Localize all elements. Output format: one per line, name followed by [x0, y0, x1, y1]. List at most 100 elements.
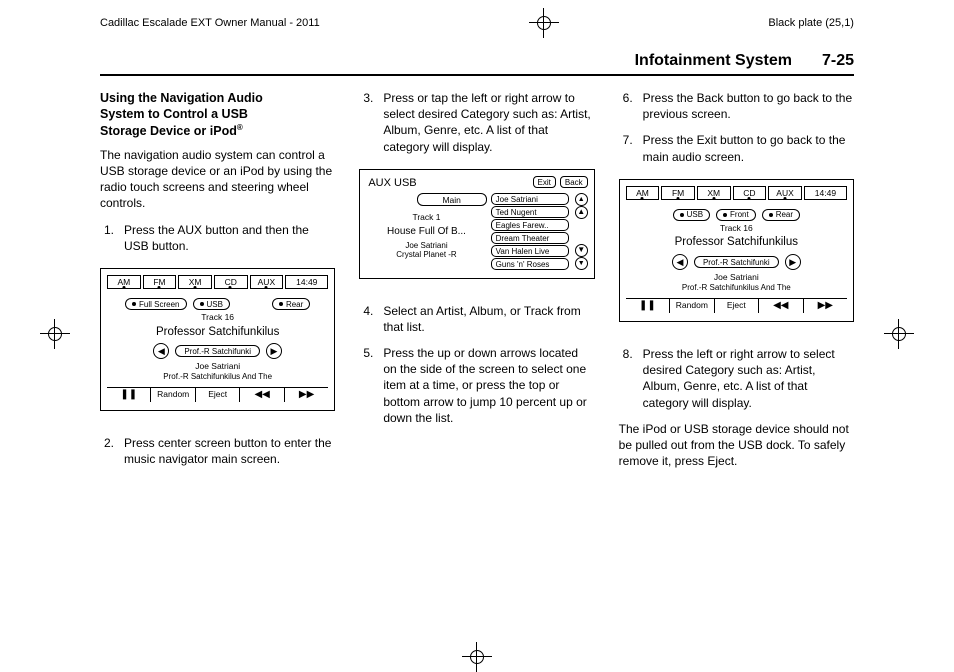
rear-button: Rear — [762, 209, 800, 221]
heading-line: Storage Device or iPod — [100, 124, 237, 138]
heading-line: System to Control a USB — [100, 107, 248, 121]
intro-paragraph: The navigation audio system can control … — [100, 147, 335, 212]
random-button: Random — [670, 299, 714, 313]
jump-down-icon: ▼ — [575, 257, 588, 270]
back-button: Back — [560, 176, 588, 188]
fullscreen-button: Full Screen — [125, 298, 186, 310]
jump-up-icon: ▲ — [575, 193, 588, 206]
random-button: Random — [151, 388, 195, 402]
header-rule — [100, 74, 854, 76]
artist-list: Joe Satriani Ted Nugent Eagles Farew.. D… — [491, 193, 569, 270]
clock: 14:49 — [804, 186, 847, 200]
list-item: Ted Nugent — [491, 206, 569, 218]
step-text: Select an Artist, Album, or Track from t… — [383, 303, 594, 335]
step-item: 4. Select an Artist, Album, or Track fro… — [359, 303, 594, 335]
heading-line: Using the Navigation Audio — [100, 91, 263, 105]
list-item: Joe Satriani — [491, 193, 569, 205]
column-1: Using the Navigation Audio System to Con… — [100, 90, 335, 479]
manual-title: Cadillac Escalade EXT Owner Manual - 201… — [100, 17, 320, 29]
step-number: 2. — [100, 435, 114, 467]
option-buttons: Full Screen USB Rear — [107, 298, 328, 310]
track-number: Track 16 — [626, 223, 847, 234]
crop-mark-top — [529, 8, 559, 38]
step-item: 3. Press or tap the left or right arrow … — [359, 90, 594, 155]
step-number: 4. — [359, 303, 373, 335]
source-tabs: AM FM XM CD AUX 14:49 — [626, 186, 847, 200]
manual-topbar: Cadillac Escalade EXT Owner Manual - 201… — [0, 0, 954, 42]
right-arrow-icon: ▶ — [785, 254, 801, 270]
scroll-arrows: ▲ ▲ ▼ ▼ — [573, 193, 588, 270]
step-text: Press the Back button to go back to the … — [643, 90, 854, 122]
aux-left-panel: Main Track 1 House Full Of B... Joe Satr… — [366, 193, 486, 270]
left-arrow-icon: ◀ — [153, 343, 169, 359]
track-number: Track 16 — [107, 312, 328, 323]
list-item: Van Halen Live — [491, 245, 569, 257]
list-item: Guns 'n' Roses — [491, 258, 569, 270]
tab-dots — [626, 199, 847, 205]
column-3: 6. Press the Back button to go back to t… — [619, 90, 854, 479]
rewind-icon: ◀◀ — [240, 388, 284, 402]
song-title: Professor Satchifunkilus — [626, 235, 847, 251]
usb-button: USB — [673, 209, 710, 221]
radio-screen-diagram-1: AM FM XM CD AUX 14:49 Full Screen USB Re… — [100, 268, 335, 411]
tab-dots — [107, 288, 328, 294]
rear-button: Rear — [272, 298, 310, 310]
step-item: 5. Press the up or down arrows located o… — [359, 345, 594, 426]
control-bar: ❚❚ Random Eject ◀◀ ▶▶ — [626, 298, 847, 313]
up-arrow-icon: ▲ — [575, 206, 588, 219]
registered-mark: ® — [237, 123, 243, 132]
artist-label: Joe Satriani — [107, 361, 328, 372]
step-item: 2. Press center screen button to enter t… — [100, 435, 335, 467]
step-text: Press the left or right arrow to select … — [643, 346, 854, 411]
outro-paragraph: The iPod or USB storage device should no… — [619, 421, 854, 470]
song-title: Professor Satchifunkilus — [107, 325, 328, 341]
step-number: 8. — [619, 346, 633, 411]
step-item: 8. Press the left or right arrow to sele… — [619, 346, 854, 411]
clock: 14:49 — [285, 275, 328, 289]
content-columns: Using the Navigation Audio System to Con… — [0, 90, 954, 479]
crop-mark-right — [884, 319, 914, 349]
aux-usb-title: AUX USB — [366, 176, 416, 191]
option-buttons: USB Front Rear — [626, 209, 847, 221]
nav-row: ◀ Prof.-R Satchifunki ▶ — [626, 254, 847, 270]
fastforward-icon: ▶▶ — [285, 388, 328, 402]
section-header: Infotainment System 7-25 — [0, 42, 954, 74]
column-2: 3. Press or tap the left or right arrow … — [359, 90, 594, 479]
left-arrow-icon: ◀ — [672, 254, 688, 270]
front-button: Front — [716, 209, 756, 221]
pause-icon: ❚❚ — [107, 388, 151, 402]
down-arrow-icon: ▼ — [575, 244, 588, 257]
step-number: 1. — [100, 222, 114, 254]
step-text: Press the AUX button and then the USB bu… — [124, 222, 335, 254]
nav-row: ◀ Prof.-R Satchifunki ▶ — [107, 343, 328, 359]
eject-button: Eject — [196, 388, 240, 402]
list-item: Eagles Farew.. — [491, 219, 569, 231]
step-text: Press the Exit button to go back to the … — [643, 132, 854, 164]
step-text: Press the up or down arrows located on t… — [383, 345, 594, 426]
fastforward-icon: ▶▶ — [804, 299, 847, 313]
rewind-icon: ◀◀ — [759, 299, 803, 313]
step-number: 5. — [359, 345, 373, 426]
crop-mark-left — [40, 319, 70, 349]
step-text: Press or tap the left or right arrow to … — [383, 90, 594, 155]
pause-icon: ❚❚ — [626, 299, 670, 313]
list-item: Dream Theater — [491, 232, 569, 244]
aux-track: Track 1 — [366, 212, 486, 223]
control-bar: ❚❚ Random Eject ◀◀ ▶▶ — [107, 387, 328, 402]
radio-screen-diagram-3: AM FM XM CD AUX 14:49 USB Front Rear Tra… — [619, 179, 854, 322]
album-label: Prof.-R Satchifunkilus And The — [107, 372, 328, 383]
album-label: Prof.-R Satchifunkilus And The — [626, 283, 847, 294]
eject-button: Eject — [715, 299, 759, 313]
aux-album: Crystal Planet -R — [366, 250, 486, 260]
main-button: Main — [417, 193, 487, 206]
usb-button: USB — [193, 298, 230, 310]
step-number: 3. — [359, 90, 373, 155]
aux-artist: Joe Satriani — [366, 241, 486, 251]
subsection-heading: Using the Navigation Audio System to Con… — [100, 90, 335, 139]
section-title: Infotainment System — [635, 52, 792, 70]
source-tabs: AM FM XM CD AUX 14:49 — [107, 275, 328, 289]
step-item: 1. Press the AUX button and then the USB… — [100, 222, 335, 254]
plate-label: Black plate (25,1) — [768, 17, 854, 29]
category-pill: Prof.-R Satchifunki — [175, 345, 260, 357]
step-number: 6. — [619, 90, 633, 122]
